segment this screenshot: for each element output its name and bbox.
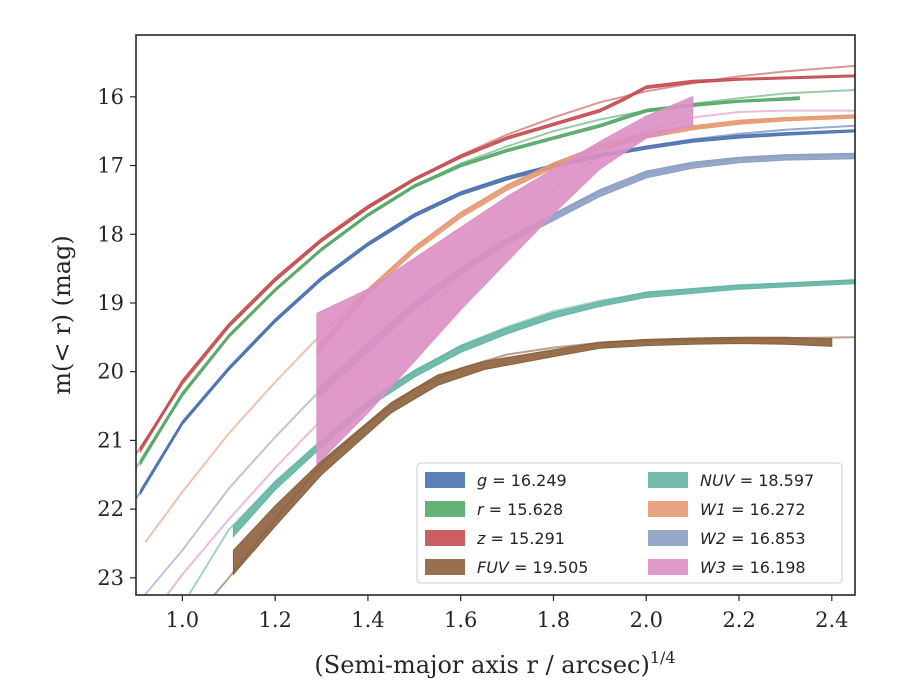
axis-ticks: 1.0 1.2 1.4 1.6 1.8 2.0 2.2 2.4 16 17 18 19 20 21 22 23 [97, 85, 848, 632]
series-r-model-line [136, 89, 855, 469]
x-tick-label: 1.8 [537, 608, 570, 632]
y-tick-label: 18 [97, 222, 124, 246]
legend: g = 16.249 r = 15.628 z = 15.291 FUV = 19.5… [416, 462, 843, 584]
legend-label-nuv: NUV = 18.597 [700, 471, 814, 490]
y-tick-label: 22 [97, 497, 124, 521]
x-tick-label: 2.2 [722, 608, 755, 632]
series-fuv-band [232, 336, 833, 576]
legend-label-fuv: FUV = 19.505 [477, 558, 588, 577]
x-axis-label: (Semi-major axis r / arcsec)1/4 [314, 648, 675, 679]
x-tick-label: 2.0 [630, 608, 663, 632]
legend-label-g: g = 16.249 [477, 471, 567, 490]
legend-swatch-g [425, 472, 465, 488]
legend-swatch-z [425, 530, 465, 546]
plot-frame [135, 34, 856, 596]
y-tick-label: 21 [97, 428, 124, 452]
x-tick-label: 1.6 [444, 608, 477, 632]
legend-swatch-r [425, 501, 465, 517]
plot-area [136, 64, 855, 595]
legend-swatch-w2 [648, 530, 688, 546]
series-z-band [140, 74, 855, 454]
y-tick-label: 19 [97, 291, 124, 315]
legend-swatch-fuv [425, 559, 465, 575]
series-w3-band [316, 96, 694, 466]
legend-box [416, 462, 843, 584]
legend-label-r: r = 15.628 [477, 500, 563, 519]
legend-label-w1: W1 = 16.272 [700, 500, 806, 519]
y-tick-label: 16 [97, 85, 124, 109]
x-tick-label: 2.4 [815, 608, 848, 632]
legend-swatch-w3 [648, 559, 688, 575]
legend-swatch-nuv [648, 472, 688, 488]
series-g-band [140, 129, 855, 496]
legend-swatch-w1 [648, 501, 688, 517]
y-axis-label: m(< r) (mag) [48, 235, 76, 394]
x-tick-label: 1.0 [166, 608, 199, 632]
y-tick-label: 23 [97, 566, 124, 590]
series-w1-band [316, 114, 855, 356]
legend-label-z: z = 15.291 [476, 529, 565, 548]
y-tick-label: 20 [97, 360, 124, 384]
x-tick-label: 1.4 [351, 608, 384, 632]
y-tick-label: 17 [97, 154, 124, 178]
legend-label-w3: W3 = 16.198 [700, 558, 806, 577]
x-tick-label: 1.2 [258, 608, 291, 632]
series-r-band [140, 96, 800, 467]
legend-label-w2: W2 = 16.853 [700, 529, 806, 548]
